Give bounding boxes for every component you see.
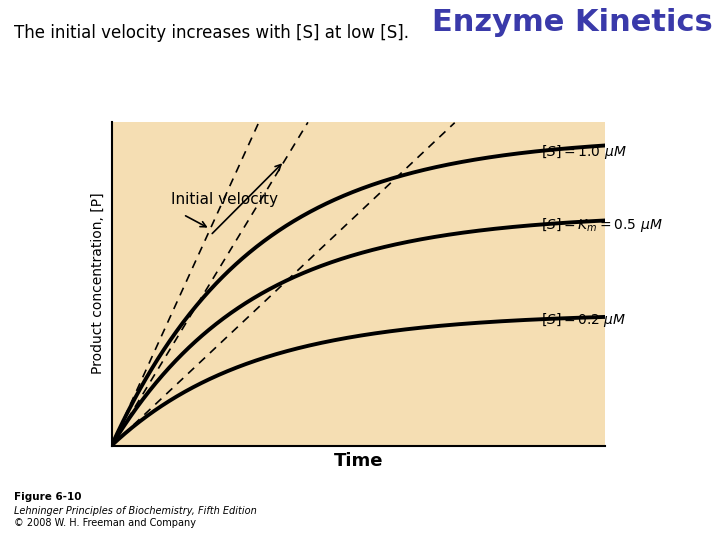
Text: $[S] = K_m = 0.5\ \mu M$: $[S] = K_m = 0.5\ \mu M$ [541, 217, 662, 234]
Text: Enzyme Kinetics: Enzyme Kinetics [433, 8, 714, 37]
Text: Enzyme Kinetics: Enzyme Kinetics [432, 9, 713, 38]
Text: $[S] = 1.0\ \mu M$: $[S] = 1.0\ \mu M$ [541, 143, 626, 161]
Text: The initial velocity increases with [S] at low [S].: The initial velocity increases with [S] … [14, 24, 410, 42]
Text: Initial velocity: Initial velocity [171, 192, 278, 207]
Text: Enzyme Kinetics: Enzyme Kinetics [432, 6, 713, 36]
Text: Enzyme Kinetics: Enzyme Kinetics [433, 9, 714, 38]
Text: Enzyme Kinetics: Enzyme Kinetics [431, 8, 711, 37]
X-axis label: Time: Time [333, 453, 383, 470]
Text: Enzyme Kinetics: Enzyme Kinetics [432, 10, 713, 39]
Text: Enzyme Kinetics: Enzyme Kinetics [431, 8, 712, 36]
Text: Enzyme Kinetics: Enzyme Kinetics [431, 8, 711, 37]
Text: © 2008 W. H. Freeman and Company: © 2008 W. H. Freeman and Company [14, 518, 197, 528]
Text: Enzyme Kinetics: Enzyme Kinetics [433, 8, 714, 37]
Text: Enzyme Kinetics: Enzyme Kinetics [432, 8, 713, 37]
Text: Enzyme Kinetics: Enzyme Kinetics [433, 8, 714, 36]
Text: Lehninger Principles of Biochemistry, Fifth Edition: Lehninger Principles of Biochemistry, Fi… [14, 505, 257, 516]
Text: $[S] = 0.2\ \mu M$: $[S] = 0.2\ \mu M$ [541, 310, 626, 329]
Text: Figure 6-10: Figure 6-10 [14, 492, 82, 502]
Text: Enzyme Kinetics: Enzyme Kinetics [431, 9, 712, 38]
Text: Enzyme Kinetics: Enzyme Kinetics [432, 7, 713, 36]
Y-axis label: Product concentration, [P]: Product concentration, [P] [91, 193, 104, 374]
